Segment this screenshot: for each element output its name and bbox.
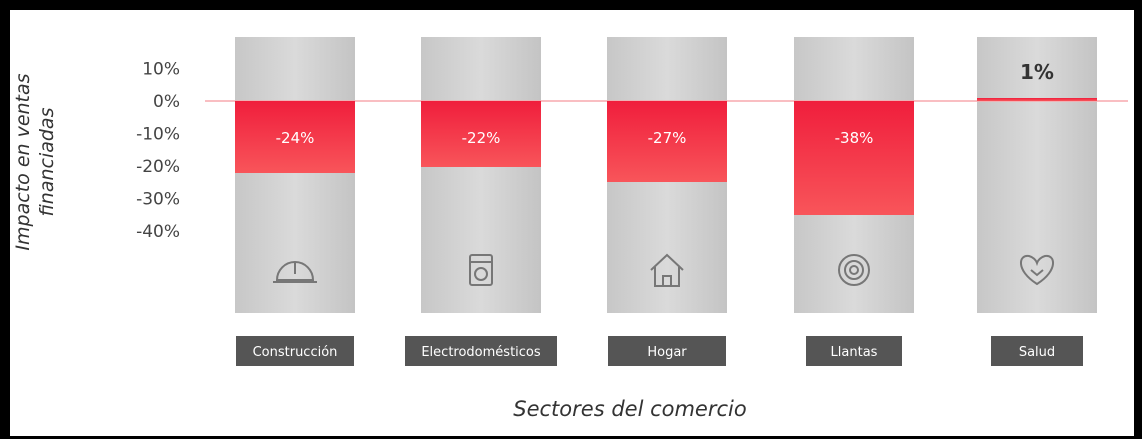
bar-llantas bbox=[794, 101, 914, 215]
bar-electrodomésticos bbox=[421, 101, 541, 167]
category-label-bg bbox=[991, 336, 1083, 366]
hard-hat-icon bbox=[273, 261, 317, 283]
category-label: Hogar bbox=[647, 345, 687, 360]
bar-construcción bbox=[235, 101, 355, 173]
category-label: Salud bbox=[1019, 345, 1055, 360]
bar-hogar bbox=[607, 101, 727, 182]
bar-track bbox=[421, 37, 541, 313]
category-label: Construcción bbox=[253, 345, 338, 360]
y-tick-label: -10% bbox=[136, 125, 180, 145]
category-label: Llantas bbox=[831, 345, 878, 360]
category-label: Electrodomésticos bbox=[421, 345, 541, 360]
bar-value-label: -24% bbox=[276, 129, 315, 147]
heart-hand-icon bbox=[1020, 254, 1054, 286]
bar-value-label: 1% bbox=[1020, 60, 1054, 84]
bar-salud bbox=[977, 98, 1097, 101]
category-label-bg bbox=[405, 336, 557, 366]
category-label-bg bbox=[806, 336, 902, 366]
y-tick-label: -40% bbox=[136, 222, 180, 242]
bar-track bbox=[977, 37, 1097, 313]
category-label-bg bbox=[236, 336, 354, 366]
appliance-icon bbox=[469, 254, 493, 286]
house-icon bbox=[650, 253, 684, 287]
y-tick-label: -20% bbox=[136, 157, 180, 177]
y-tick-label: 0% bbox=[153, 92, 180, 112]
bar-value-label: -27% bbox=[648, 129, 687, 147]
tire-icon bbox=[838, 254, 870, 286]
category-label-bg bbox=[608, 336, 726, 366]
x-axis-label: Sectores del comercio bbox=[513, 397, 747, 421]
bar-value-label: -38% bbox=[835, 129, 874, 147]
bar-value-label: -22% bbox=[462, 129, 501, 147]
y-tick-label: -30% bbox=[136, 190, 180, 210]
y-tick-label: 10% bbox=[142, 60, 180, 80]
